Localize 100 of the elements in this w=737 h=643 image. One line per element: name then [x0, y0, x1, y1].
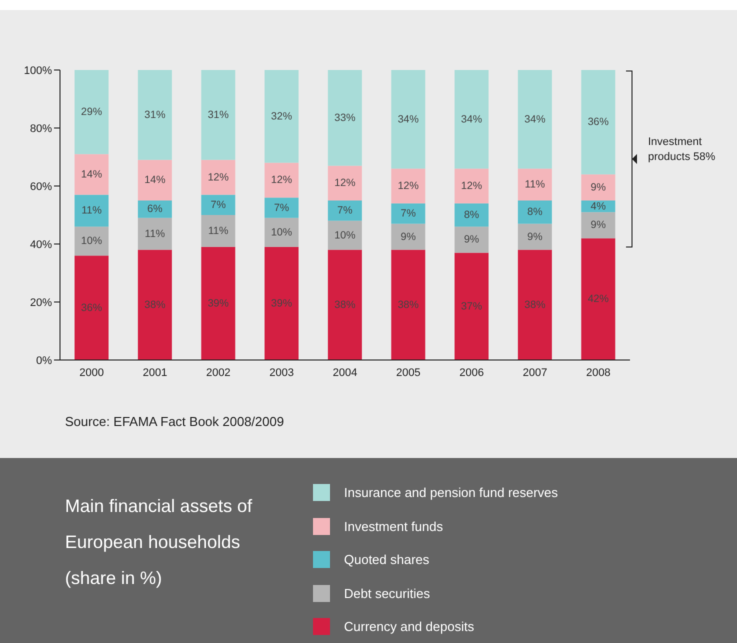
y-tick-label: 100% — [24, 64, 52, 77]
bar — [454, 70, 489, 169]
data-label: 8% — [464, 209, 480, 221]
data-label: 34% — [398, 113, 419, 126]
data-label: 11% — [524, 178, 546, 191]
data-label: 9% — [464, 234, 480, 246]
y-tick-label: 0% — [36, 354, 52, 367]
data-label: 9% — [590, 181, 606, 194]
data-label: 12% — [461, 180, 482, 192]
data-label: 8% — [527, 206, 542, 218]
data-label: 38% — [334, 298, 356, 311]
data-label: 32% — [271, 110, 292, 122]
data-label: 34% — [461, 113, 482, 126]
bar — [264, 198, 299, 218]
x-tick-label: 2008 — [586, 366, 611, 379]
bar — [264, 218, 299, 247]
legend-label: Investment funds — [344, 518, 443, 534]
data-label: 4% — [590, 200, 606, 212]
bar — [581, 238, 616, 360]
bar — [328, 220, 362, 250]
legend-label: Insurance and pension fund reserves — [344, 485, 558, 500]
data-label: 9% — [400, 230, 416, 243]
bar — [74, 256, 109, 360]
bar — [264, 162, 299, 198]
bar — [328, 250, 362, 360]
data-label: 34% — [524, 113, 546, 126]
x-tick-label: 2003 — [269, 366, 294, 379]
data-label: 37% — [461, 300, 482, 312]
x-tick-label: 2002 — [206, 366, 231, 379]
data-label: 6% — [147, 203, 162, 216]
x-tick-label: 2007 — [522, 366, 548, 379]
data-label: 36% — [588, 116, 609, 128]
y-tick-label: 40% — [30, 238, 52, 251]
data-label: 10% — [334, 229, 356, 242]
bar — [391, 224, 426, 250]
data-label: 10% — [81, 235, 102, 248]
bar — [518, 168, 552, 200]
bar — [138, 200, 172, 218]
bar — [138, 160, 172, 200]
bar — [518, 200, 552, 224]
bar — [518, 70, 552, 169]
data-label: 11% — [81, 204, 102, 217]
bar — [328, 70, 362, 166]
bar — [454, 168, 489, 204]
bar — [454, 252, 489, 360]
bar — [201, 215, 236, 247]
source-note: Source: EFAMA Fact Book 2008/2009 — [65, 414, 284, 429]
bar — [138, 218, 172, 250]
data-label: 38% — [144, 298, 166, 311]
x-tick-label: 2005 — [396, 366, 421, 379]
bar — [518, 224, 552, 250]
data-label: 11% — [144, 228, 166, 240]
data-label: 33% — [334, 112, 356, 124]
x-tick-label: 2000 — [79, 366, 104, 379]
legend-label: Currency and deposits — [344, 619, 474, 634]
data-label: 38% — [524, 298, 546, 311]
data-label: 7% — [400, 208, 416, 220]
data-label: 29% — [81, 106, 102, 118]
bar — [74, 194, 109, 227]
data-label: 9% — [590, 219, 606, 232]
bar — [391, 168, 426, 204]
bar — [391, 70, 426, 169]
data-label: 12% — [398, 180, 419, 192]
bar — [201, 70, 236, 160]
bar — [201, 194, 236, 215]
text: Main financial assets of European households (share in %) — [65, 495, 254, 590]
bar — [264, 246, 299, 360]
data-label: 7% — [210, 198, 226, 211]
data-label: 38% — [398, 298, 419, 311]
text: Investment products 58% — [648, 135, 716, 165]
x-tick-label: 2004 — [332, 366, 358, 379]
bar — [581, 174, 616, 200]
data-label: 7% — [274, 202, 290, 214]
bar — [201, 160, 236, 195]
data-label: 14% — [81, 168, 102, 180]
bar — [264, 70, 299, 163]
bar — [201, 246, 236, 360]
data-label: 10% — [271, 226, 292, 238]
data-label: 12% — [271, 174, 292, 186]
bar — [518, 250, 552, 360]
bar — [138, 70, 172, 160]
x-tick-label: 2001 — [142, 366, 168, 379]
bar — [74, 154, 109, 195]
data-label: 31% — [144, 108, 166, 121]
bar — [581, 70, 616, 174]
bar — [454, 203, 489, 227]
bar — [391, 250, 426, 360]
y-tick-label: 20% — [30, 296, 52, 309]
data-label: 36% — [81, 302, 102, 314]
data-label: 42% — [588, 293, 609, 306]
legend-label: Debt securities — [344, 586, 430, 601]
data-label: 12% — [208, 171, 229, 184]
data-label: 39% — [208, 297, 229, 310]
bar — [391, 203, 426, 224]
data-label: 9% — [527, 230, 542, 243]
bar — [74, 226, 109, 256]
y-tick-label: 80% — [30, 122, 52, 135]
bar — [138, 250, 172, 360]
x-tick-label: 2006 — [459, 366, 484, 379]
data-label: 31% — [208, 108, 229, 121]
